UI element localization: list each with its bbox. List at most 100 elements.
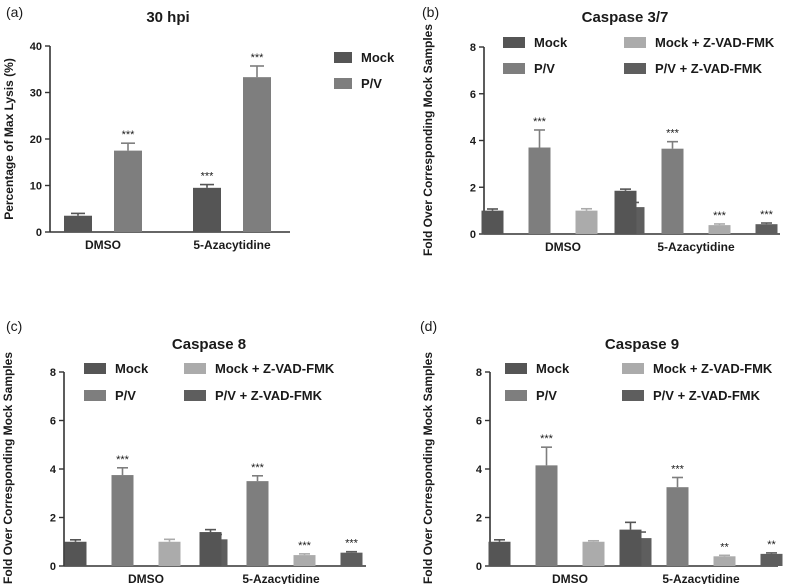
panel-label: (c) <box>6 318 22 334</box>
y-tick-label: 10 <box>30 181 42 193</box>
legend-swatch <box>622 363 644 374</box>
significance-label: *** <box>760 209 774 221</box>
y-tick-label: 4 <box>470 136 477 148</box>
legend-swatch <box>84 390 106 401</box>
bar-pv-1 <box>666 487 689 566</box>
bar-mock-0 <box>64 541 87 566</box>
legend-entry: P/V <box>536 388 557 403</box>
panel-d: (d) Caspase 9 Fold Over Corresponding Mock… <box>420 318 783 584</box>
y-tick-label: 2 <box>476 513 482 525</box>
significance-label: ** <box>767 539 776 551</box>
legend-entry: P/V <box>361 76 382 91</box>
bar-mock-1 <box>614 190 637 234</box>
legend-entry: Mock + Z-VAD-FMK <box>655 35 775 50</box>
bar-mock-1 <box>199 532 222 566</box>
y-tick-label: 8 <box>476 367 482 379</box>
panel-label: (d) <box>420 318 437 334</box>
x-category-label: 5-Azacytidine <box>657 240 735 254</box>
bar-mock_zvad-0 <box>582 541 605 566</box>
significance-label: *** <box>671 463 685 475</box>
significance-label: *** <box>201 171 215 183</box>
legend-entry: P/V + Z-VAD-FMK <box>215 388 323 403</box>
chart-title: Caspase 8 <box>172 336 246 353</box>
significance-label: *** <box>116 454 130 466</box>
significance-label: *** <box>533 116 547 128</box>
panel-a: (a) 30 hpi Percentage of Max Lysis (%) 0 10 2… <box>2 4 395 252</box>
bar-mock-0 <box>481 210 504 234</box>
legend-entry: P/V <box>115 388 136 403</box>
panel-c: (c) Caspase 8 Fold Over Corresponding Mock… <box>1 318 366 584</box>
chart-title: Caspase 3/7 <box>582 9 669 26</box>
legend-swatch <box>334 78 352 89</box>
legend-swatch <box>503 63 525 74</box>
bar-pv_zvad-1 <box>755 224 778 234</box>
bar-mock-0 <box>64 215 92 232</box>
significance-label: *** <box>122 129 136 141</box>
y-tick-label: 30 <box>30 88 42 100</box>
y-tick-label: 8 <box>470 42 476 54</box>
bar-mock-0 <box>488 541 511 566</box>
bar-pv-0 <box>111 475 134 566</box>
bar-mock_zvad-0 <box>158 541 181 566</box>
x-category-label: 5-Azacytidine <box>662 572 740 584</box>
x-category-label: DMSO <box>128 572 164 584</box>
y-axis-label: Percentage of Max Lysis (%) <box>2 58 16 220</box>
bar-pv-0 <box>535 465 558 566</box>
bar-pv_zvad-1 <box>340 552 363 566</box>
significance-label: *** <box>666 128 680 140</box>
bar-pv-1 <box>661 148 684 234</box>
significance-label: *** <box>345 538 359 550</box>
legend-entry: P/V + Z-VAD-FMK <box>655 61 763 76</box>
x-category-label: 5-Azacytidine <box>242 572 320 584</box>
panel-b: (b) Caspase 3/7 Fold Over Corresponding Mo… <box>421 4 780 256</box>
chart-title: 30 hpi <box>146 9 189 26</box>
y-tick-label: 6 <box>50 416 56 428</box>
bar-mock-1 <box>193 187 221 232</box>
x-category-label: DMSO <box>85 238 121 252</box>
bar-mock_zvad-1 <box>708 225 731 234</box>
legend-swatch <box>334 52 352 63</box>
y-axis-label: Fold Over Corresponding Mock Samples <box>421 24 435 256</box>
y-tick-label: 0 <box>470 229 476 241</box>
y-tick-label: 2 <box>470 182 476 194</box>
legend-swatch <box>503 37 525 48</box>
legend-swatch <box>624 63 646 74</box>
bar-mock-1 <box>619 529 642 566</box>
legend-swatch <box>624 37 646 48</box>
significance-label: *** <box>298 540 312 552</box>
bar-mock_zvad-1 <box>293 555 316 566</box>
significance-label: *** <box>540 433 554 445</box>
legend-swatch <box>505 390 527 401</box>
legend-entry: Mock + Z-VAD-FMK <box>653 361 773 376</box>
legend-entry: P/V + Z-VAD-FMK <box>653 388 761 403</box>
bar-pv-1 <box>246 481 269 566</box>
x-category-label: 5-Azacytidine <box>193 238 271 252</box>
y-tick-label: 4 <box>476 464 483 476</box>
significance-label: *** <box>713 210 727 222</box>
y-tick-label: 8 <box>50 367 56 379</box>
legend-swatch <box>622 390 644 401</box>
bar-mock_zvad-1 <box>713 556 736 566</box>
significance-label: *** <box>251 52 265 64</box>
legend-entry: Mock <box>115 361 149 376</box>
y-tick-label: 40 <box>30 41 42 53</box>
y-tick-label: 4 <box>50 464 57 476</box>
y-tick-label: 6 <box>470 89 476 101</box>
legend-entry: Mock <box>361 50 395 65</box>
x-category-label: DMSO <box>552 572 588 584</box>
significance-label: *** <box>251 462 265 474</box>
legend-entry: Mock <box>536 361 570 376</box>
legend-swatch <box>184 363 206 374</box>
bar-pv_zvad-1 <box>760 553 783 566</box>
y-tick-label: 0 <box>476 561 482 573</box>
y-axis-label: Fold Over Corresponding Mock Samples <box>421 352 435 584</box>
legend-swatch <box>505 363 527 374</box>
bar-pv-1 <box>243 77 271 232</box>
y-tick-label: 0 <box>36 227 42 239</box>
y-tick-label: 2 <box>50 513 56 525</box>
legend-entry: P/V <box>534 61 555 76</box>
chart-title: Caspase 9 <box>605 336 679 353</box>
legend-swatch <box>184 390 206 401</box>
y-tick-label: 6 <box>476 416 482 428</box>
